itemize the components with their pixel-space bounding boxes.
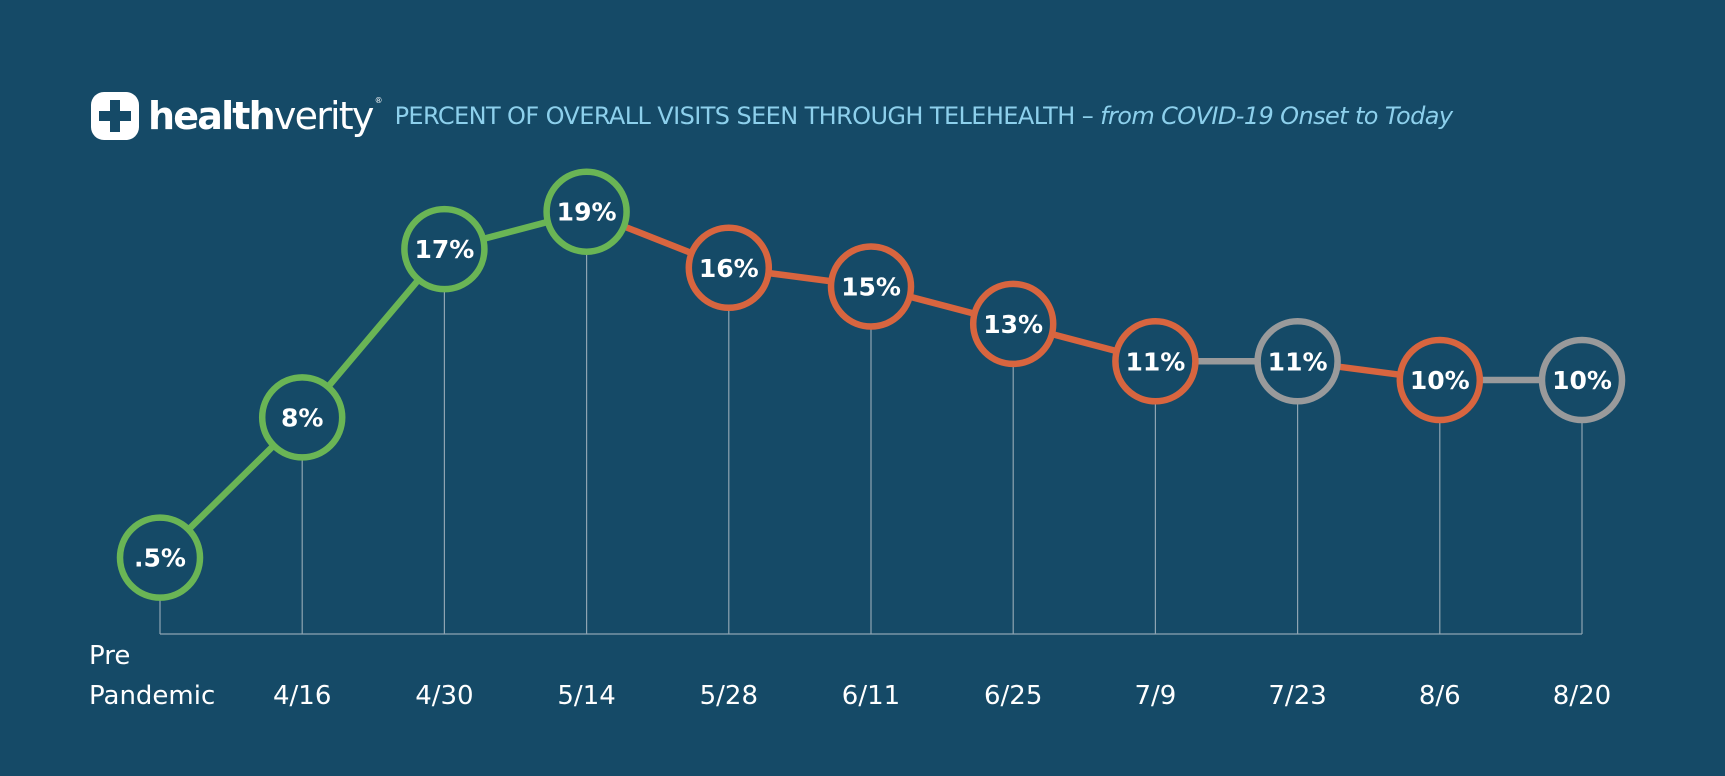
data-label: 10% bbox=[1552, 366, 1612, 395]
x-tick-label: 8/6 bbox=[1419, 681, 1461, 711]
chart-subtitle: from COVID-19 Onset to Today bbox=[1100, 102, 1453, 130]
x-tick-label: 6/11 bbox=[842, 681, 900, 711]
x-tick-label: 7/9 bbox=[1134, 681, 1176, 711]
x-tick-label: 8/20 bbox=[1553, 681, 1611, 711]
data-label: 8% bbox=[281, 403, 323, 432]
data-point-marker bbox=[1254, 318, 1341, 405]
data-label: 13% bbox=[983, 310, 1043, 339]
data-point-marker bbox=[543, 168, 630, 255]
data-label: .5% bbox=[134, 544, 186, 573]
chart-header: health verity ® PERCENT OF OVERALL VISITS … bbox=[88, 88, 1453, 144]
x-tick-label: 5/28 bbox=[700, 681, 758, 711]
data-label: 17% bbox=[414, 235, 474, 264]
data-point-marker bbox=[258, 374, 346, 461]
data-label: 11% bbox=[1268, 347, 1328, 376]
drop-lines bbox=[159, 211, 1583, 634]
data-label: 10% bbox=[1410, 366, 1470, 395]
data-label: 11% bbox=[1125, 347, 1185, 376]
data-point-marker bbox=[1538, 336, 1626, 424]
x-tick-label: 6/25 bbox=[984, 681, 1042, 711]
data-label: 15% bbox=[841, 273, 901, 302]
data-point-marker bbox=[1396, 336, 1484, 424]
x-tick-label: 7/23 bbox=[1268, 681, 1326, 711]
data-point-marker bbox=[1112, 318, 1199, 405]
x-tick-label: 5/14 bbox=[557, 681, 615, 711]
healthverity-logo: health verity ® bbox=[88, 89, 383, 143]
registered-mark: ® bbox=[374, 96, 383, 105]
data-markers: .5% 8% 17% 19% 16% 15% 13% 11% 11% 10% 10% bbox=[116, 168, 1626, 601]
brand-wordmark: health verity ® bbox=[148, 94, 383, 138]
chart-title: PERCENT OF OVERALL VISITS SEEN THROUGH T… bbox=[395, 102, 1453, 130]
data-point-marker bbox=[116, 514, 204, 601]
data-point-marker bbox=[401, 205, 488, 293]
data-point-marker bbox=[827, 243, 915, 330]
x-tick-label-line: Pandemic bbox=[89, 681, 215, 711]
x-tick-label: Pre Pandemic bbox=[89, 641, 215, 711]
chart-title-main: PERCENT OF OVERALL VISITS SEEN THROUGH T… bbox=[394, 102, 1101, 130]
x-tick-label-line: Pre bbox=[89, 641, 130, 671]
data-label: 19% bbox=[557, 198, 617, 227]
brand-name-light: verity bbox=[273, 94, 374, 138]
x-tick-label: 4/16 bbox=[273, 681, 331, 711]
brand-name-bold: health bbox=[148, 94, 276, 138]
data-label: 16% bbox=[699, 254, 759, 283]
healthverity-cross-icon bbox=[91, 92, 139, 140]
data-point-marker bbox=[685, 224, 773, 312]
x-tick-label: 4/30 bbox=[415, 681, 473, 711]
data-point-marker bbox=[969, 280, 1057, 368]
x-axis-labels: Pre Pandemic 4/16 4/30 5/14 5/28 6/11 6/25 7/9 7/… bbox=[89, 641, 1611, 711]
